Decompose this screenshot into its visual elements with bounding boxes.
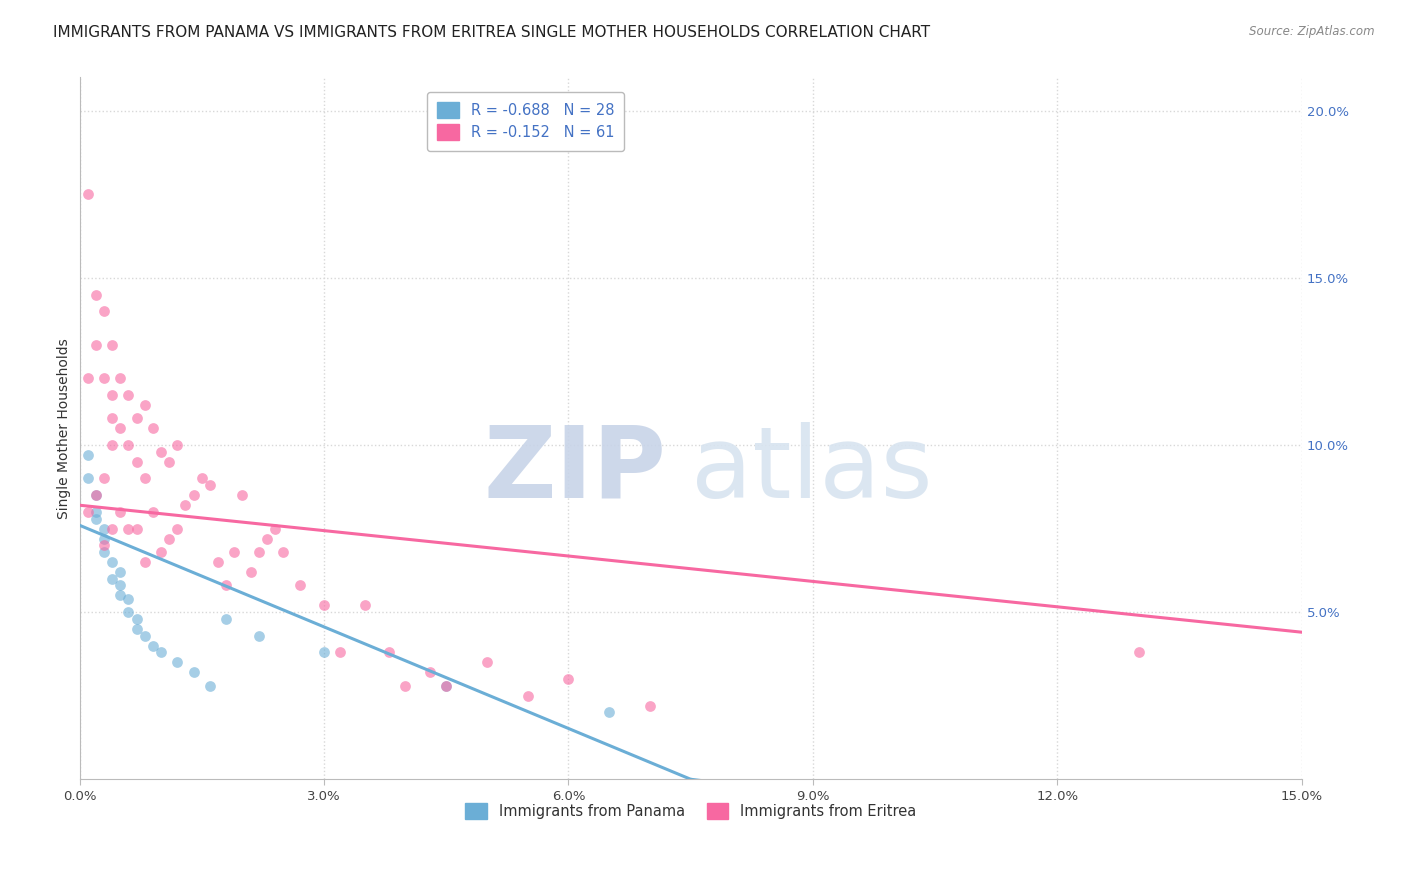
Point [101,338,124,352]
Point [557,672,579,686]
Point [419,665,441,680]
Point [190,471,212,485]
Point [125,455,148,469]
Point [110,565,132,579]
Point [434,679,457,693]
Point [117,438,139,452]
Text: Source: ZipAtlas.com: Source: ZipAtlas.com [1250,25,1375,38]
Point [1128,645,1150,659]
Point [142,505,165,519]
Point [215,612,238,626]
Point [329,645,352,659]
Point [76,448,98,462]
Text: IMMIGRANTS FROM PANAMA VS IMMIGRANTS FROM ERITREA SINGLE MOTHER HOUSEHOLDS CORRE: IMMIGRANTS FROM PANAMA VS IMMIGRANTS FRO… [53,25,931,40]
Point [142,421,165,435]
Point [84,488,107,502]
Point [134,555,156,569]
Point [142,639,165,653]
Point [93,545,115,559]
Point [166,655,188,669]
Point [247,629,270,643]
Point [84,488,107,502]
Point [101,438,124,452]
Point [264,522,287,536]
Point [93,532,115,546]
Point [256,532,278,546]
Point [84,338,107,352]
Point [93,471,115,485]
Point [101,411,124,425]
Point [157,532,180,546]
Point [84,505,107,519]
Point [183,665,205,680]
Point [157,455,180,469]
Point [125,411,148,425]
Text: atlas: atlas [690,422,932,519]
Point [76,471,98,485]
Point [117,388,139,402]
Point [207,555,229,569]
Point [117,522,139,536]
Point [101,522,124,536]
Point [110,589,132,603]
Point [166,522,188,536]
Point [101,555,124,569]
Point [198,679,221,693]
Point [110,371,132,385]
Point [224,545,246,559]
Point [76,371,98,385]
Point [117,605,139,619]
Point [150,545,173,559]
Point [239,565,262,579]
Point [93,538,115,552]
Point [150,645,173,659]
Point [598,706,620,720]
Point [516,689,538,703]
Point [84,287,107,301]
Legend: Immigrants from Panama, Immigrants from Eritrea: Immigrants from Panama, Immigrants from … [460,797,922,824]
Point [434,679,457,693]
Point [76,187,98,202]
Point [378,645,401,659]
Point [93,304,115,318]
Y-axis label: Single Mother Households: Single Mother Households [58,338,72,519]
Point [312,599,335,613]
Point [125,622,148,636]
Point [134,398,156,412]
Point [247,545,270,559]
Point [110,505,132,519]
Point [125,612,148,626]
Point [125,522,148,536]
Point [110,578,132,592]
Text: ZIP: ZIP [484,422,666,519]
Point [101,388,124,402]
Point [288,578,311,592]
Point [394,679,416,693]
Point [166,438,188,452]
Point [475,655,498,669]
Point [312,645,335,659]
Point [134,471,156,485]
Point [198,478,221,492]
Point [76,505,98,519]
Point [353,599,375,613]
Point [150,444,173,458]
Point [231,488,253,502]
Point [134,629,156,643]
Point [84,511,107,525]
Point [101,572,124,586]
Point [117,591,139,606]
Point [174,498,197,512]
Point [271,545,294,559]
Point [638,698,661,713]
Point [93,371,115,385]
Point [93,522,115,536]
Point [110,421,132,435]
Point [183,488,205,502]
Point [215,578,238,592]
